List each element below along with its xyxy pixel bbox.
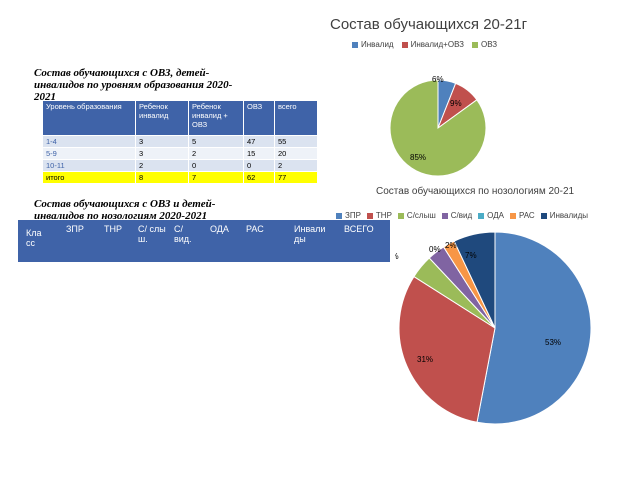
table-cell: 47 [243, 135, 275, 148]
legend-item: Инвалид [352, 40, 394, 49]
table-cell: 62 [243, 171, 275, 184]
table-cell: 10-11 [42, 159, 136, 172]
legend-item: С/вид [441, 211, 473, 220]
table-levels: Уровень образования Ребенок инвалид Ребе… [42, 100, 318, 184]
pie-label: 3% [395, 252, 399, 261]
table-cell: 55 [274, 135, 318, 148]
table-total-row: итого 8 7 62 77 [42, 171, 318, 184]
table-header-cell: ТНР [104, 224, 122, 234]
pie-label: 2% [445, 241, 457, 250]
table-row: 10-11 2 0 0 2 [42, 159, 318, 172]
table-cell: 2 [188, 147, 244, 160]
pie-slice [389, 79, 487, 177]
table-header-cell: Ребенок инвалид + ОВЗ [188, 100, 244, 136]
table-cell: 5 [188, 135, 244, 148]
table-header-cell: ОДА [210, 224, 229, 234]
table-header-cell: Ребенок инвалид [135, 100, 189, 136]
legend-swatch [478, 212, 485, 219]
legend-label: ОВЗ [480, 40, 498, 49]
pie-chart-nosology: 53% 31% 4% 3% 0% 2% 7% [395, 232, 592, 425]
legend-swatch [366, 212, 373, 219]
legend-composition: Инвалид Инвалид+ОВЗ ОВЗ [352, 40, 497, 49]
title-line: инвалидов по уровням образования 2020- [34, 79, 233, 91]
legend-swatch [471, 41, 478, 48]
table-cell: 2 [135, 159, 189, 172]
table-nosology: Кла сс ЗПР ТНР С/ слы ш. С/ вид. ОДА РАС… [18, 220, 390, 482]
legend-item: Инвалид+ОВЗ [401, 40, 464, 49]
title-line: Состав обучающихся с ОВЗ и детей- [34, 198, 216, 210]
legend-item: ТНР [366, 211, 392, 220]
legend-swatch [441, 212, 448, 219]
legend-swatch [509, 212, 516, 219]
legend-item: ЗПР [336, 211, 361, 220]
table-cell: 5-9 [42, 147, 136, 160]
legend-label: ОДА [487, 211, 504, 220]
legend-nosology: ЗПР ТНР С/слыш С/вид ОДА РАС Инвалиды [336, 211, 588, 220]
legend-label: Инвалиды [549, 211, 589, 220]
legend-swatch [336, 212, 342, 219]
legend-swatch [397, 212, 404, 219]
pie-slice [476, 232, 592, 425]
pie-label: 0% [429, 245, 441, 254]
table-header-cell: Уровень образования [42, 100, 136, 136]
table-cell: итого [42, 171, 136, 184]
table-cell: 3 [135, 147, 189, 160]
legend-label: С/слыш [406, 211, 436, 220]
table-header-cell: ВСЕГО [344, 224, 374, 234]
table-cell: 77 [274, 171, 318, 184]
legend-swatch [352, 41, 358, 48]
legend-label: С/вид [450, 211, 473, 220]
table-header-row [18, 220, 390, 262]
table-header-cell: С/ слы ш. [138, 224, 166, 244]
table-row: 1-4 3 5 47 55 [42, 135, 318, 148]
table-header-cell: С/ вид. [174, 224, 192, 244]
pie-label: 7% [465, 251, 477, 260]
table-row: 5-9 3 2 15 20 [42, 147, 318, 160]
title-line: Состав обучающихся с ОВЗ, детей- [34, 67, 210, 79]
table-cell: 0 [188, 159, 244, 172]
table-header-cell: ОВЗ [243, 100, 275, 136]
table-cell: 15 [243, 147, 275, 160]
legend-item: С/слыш [397, 211, 436, 220]
legend-label: Инвалид+ОВЗ [410, 40, 464, 49]
pie-label: 85% [410, 153, 426, 162]
table-cell: 0 [243, 159, 275, 172]
pie-label: 53% [545, 338, 561, 347]
pie-label: 31% [417, 355, 433, 364]
pie-label: 9% [450, 99, 462, 108]
table-cell: 2 [274, 159, 318, 172]
section-title-levels: Состав обучающихся с ОВЗ, детей- инвалид… [34, 67, 232, 103]
section-title-nosology: Состав обучающихся с ОВЗ и детей- инвали… [34, 198, 215, 222]
legend-swatch [540, 212, 547, 219]
pie-label: 6% [432, 75, 444, 84]
legend-item: РАС [509, 211, 535, 220]
legend-item: ОДА [478, 211, 504, 220]
pie-chart-composition: 6% 9% 85% [389, 75, 487, 177]
table-cell: 3 [135, 135, 189, 148]
table-cell: 7 [188, 171, 244, 184]
legend-label: ТНР [375, 211, 392, 220]
table-header-cell: Инвали ды [294, 224, 326, 244]
table-header-row: Уровень образования Ребенок инвалид Ребе… [42, 100, 318, 136]
chart-title-nosology: Состав обучающихся по нозологиям 20-21 [376, 186, 575, 197]
legend-swatch [401, 41, 408, 48]
legend-item: ОВЗ [471, 40, 498, 49]
table-header-cell: ЗПР [66, 224, 84, 234]
legend-label: РАС [518, 211, 535, 220]
table-header-cell: РАС [246, 224, 264, 234]
table-cell: 1-4 [42, 135, 136, 148]
table-header-cell: Кла сс [26, 228, 42, 248]
table-cell: 20 [274, 147, 318, 160]
legend-label: ЗПР [345, 211, 361, 220]
legend-label: Инвалид [361, 40, 394, 49]
table-header-cell: всего [274, 100, 318, 136]
slide-title: Состав обучающихся 20-21г [330, 16, 528, 33]
title-line: инвалидов по нозологиям 2020-2021 [34, 210, 208, 222]
legend-item: Инвалиды [540, 211, 589, 220]
pie-slice [453, 232, 496, 329]
table-cell: 8 [135, 171, 189, 184]
